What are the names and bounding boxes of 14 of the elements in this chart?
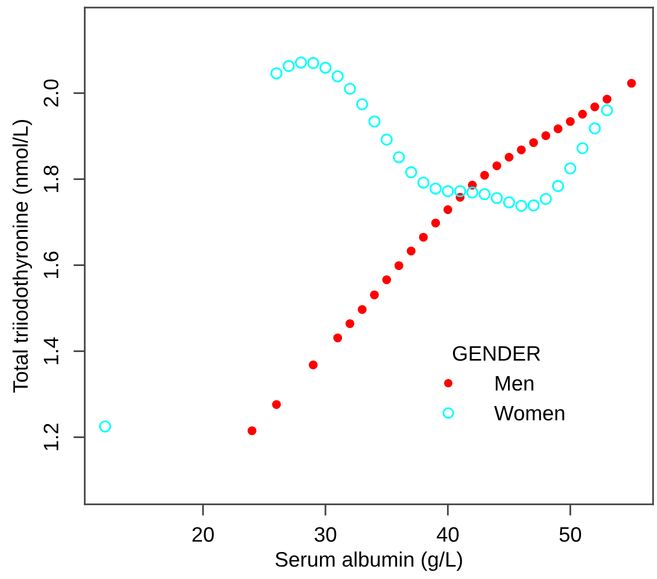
legend-label: Women: [494, 406, 564, 421]
x-axis-title: Serum albumin (g/L): [275, 552, 462, 571]
legend-title: GENDER: [452, 346, 540, 361]
x-tick-label: 40: [436, 527, 459, 542]
legend-label: Men: [496, 376, 534, 391]
x-tick-label: 50: [560, 527, 582, 542]
y-axis-title: Total triiodothyronine (nmol/L): [12, 120, 32, 393]
y-tick-label: 1.2: [44, 424, 58, 450]
y-tick-label: 1.4: [44, 337, 58, 364]
x-tick-label: 20: [192, 527, 214, 542]
x-tick-label: 30: [314, 527, 336, 542]
y-tick-label: 2.0: [44, 79, 58, 107]
y-tick-label: 1.6: [44, 252, 58, 278]
y-tick-label: 1.8: [44, 166, 58, 192]
